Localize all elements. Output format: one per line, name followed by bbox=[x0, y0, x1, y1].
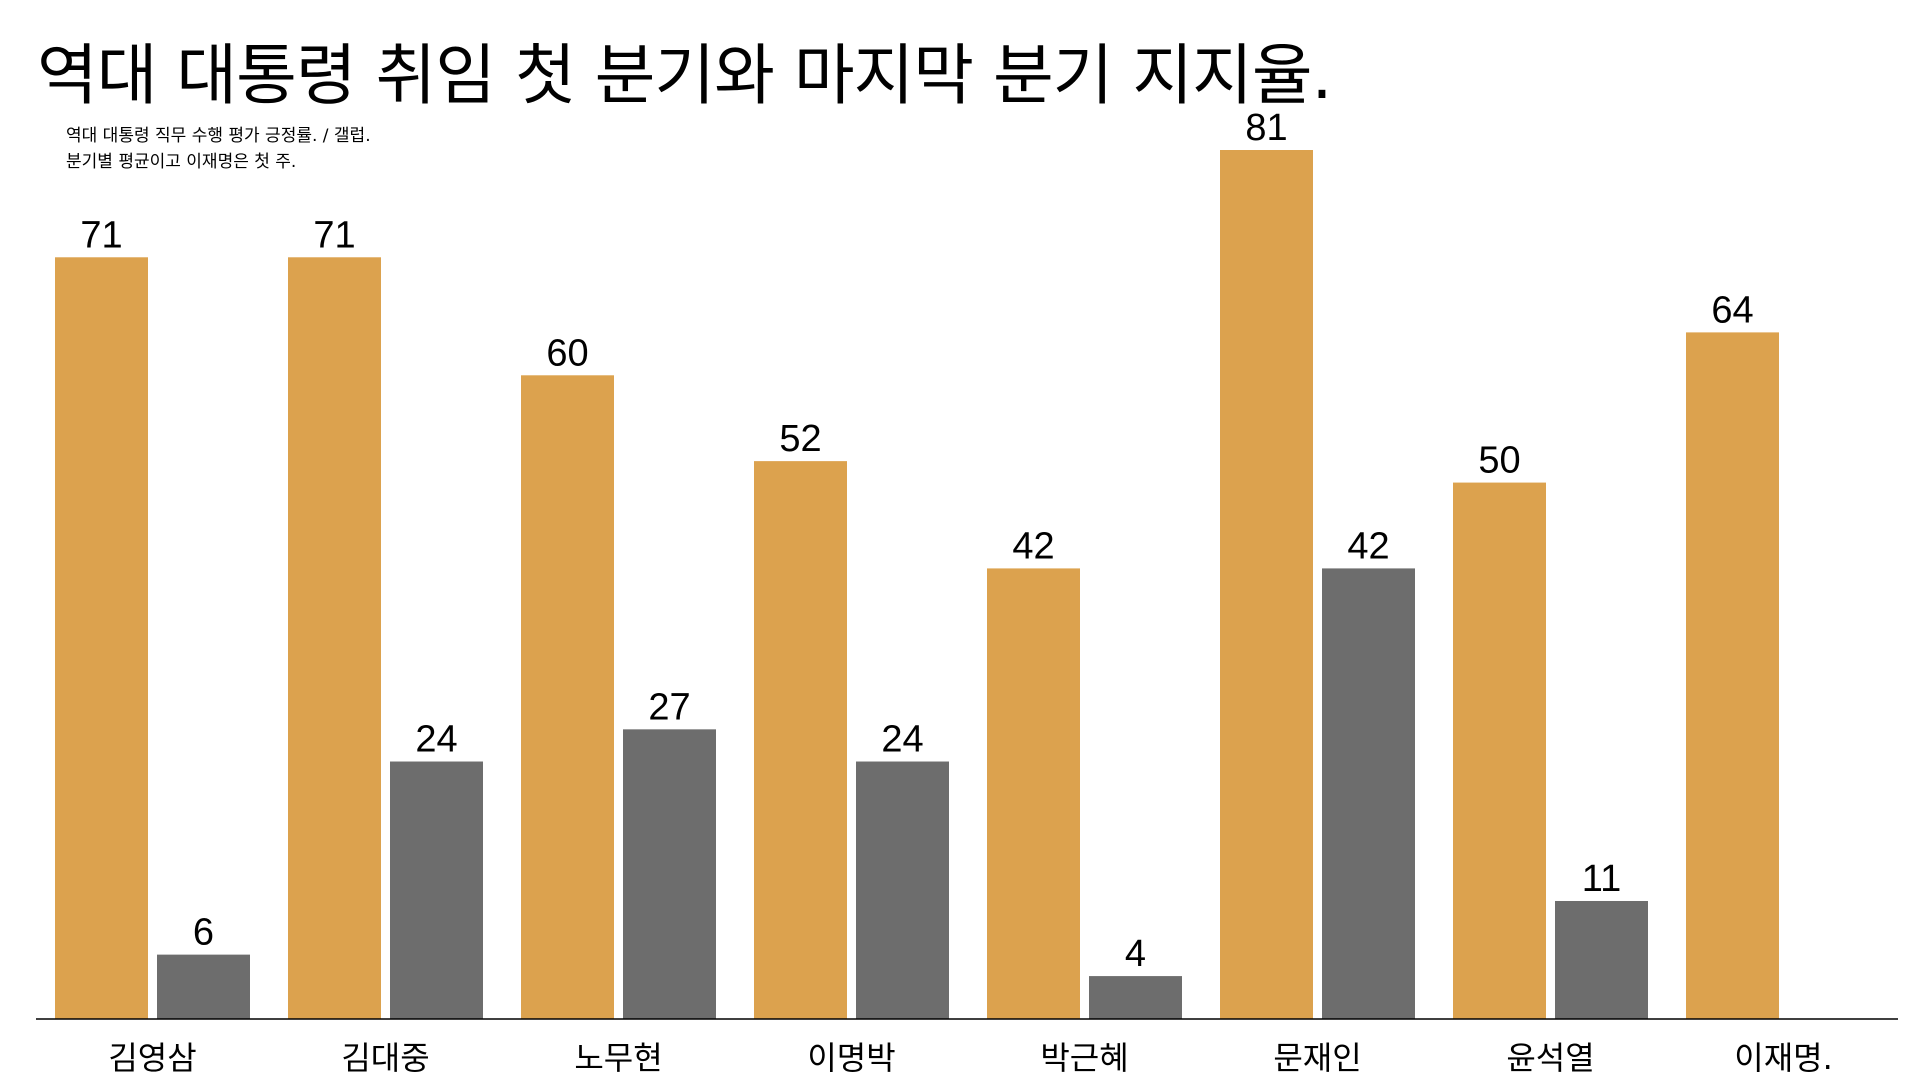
data-label-first-quarter-1: 71 bbox=[313, 214, 355, 256]
category-label-6: 윤석열 bbox=[1506, 1039, 1594, 1077]
category-label-4: 박근혜 bbox=[1040, 1039, 1128, 1077]
bar-first-quarter-5 bbox=[1220, 150, 1313, 1019]
bar-last-quarter-5 bbox=[1322, 568, 1415, 1019]
category-label-2: 노무현 bbox=[574, 1039, 662, 1077]
chart-subtitle-line-2: 분기별 평균이고 이재명은 첫 주. bbox=[66, 152, 297, 172]
bar-first-quarter-3 bbox=[754, 461, 847, 1020]
category-labels-group: 김영삼 김대중 노무현 이명박 박근혜 문재인 윤석열 이재명. bbox=[108, 1039, 1832, 1077]
bar-first-quarter-7 bbox=[1686, 332, 1779, 1020]
data-label-last-quarter-3: 24 bbox=[881, 719, 923, 761]
category-label-3: 이명박 bbox=[807, 1039, 895, 1077]
data-label-first-quarter-7: 64 bbox=[1711, 289, 1753, 331]
data-label-last-quarter-0: 6 bbox=[193, 912, 214, 954]
bar-last-quarter-4 bbox=[1089, 976, 1182, 1019]
category-label-1: 김대중 bbox=[341, 1039, 429, 1077]
data-label-last-quarter-5: 42 bbox=[1347, 525, 1389, 567]
data-label-last-quarter-1: 24 bbox=[415, 719, 457, 761]
data-label-first-quarter-2: 60 bbox=[546, 332, 588, 374]
data-label-first-quarter-6: 50 bbox=[1478, 440, 1520, 482]
bar-last-quarter-0 bbox=[157, 954, 250, 1019]
data-label-first-quarter-3: 52 bbox=[779, 418, 821, 460]
data-label-first-quarter-5: 81 bbox=[1245, 107, 1287, 149]
data-label-first-quarter-4: 42 bbox=[1012, 525, 1054, 567]
category-label-7: 이재명. bbox=[1734, 1039, 1833, 1077]
category-label-0: 김영삼 bbox=[108, 1039, 196, 1077]
bar-last-quarter-1 bbox=[390, 761, 483, 1019]
bar-first-quarter-6 bbox=[1453, 482, 1546, 1019]
bar-last-quarter-2 bbox=[623, 729, 716, 1019]
bar-last-quarter-6 bbox=[1555, 900, 1648, 1019]
bars-group: 71 6 71 24 60 27 52 24 42 4 81 42 50 11 64 bbox=[55, 107, 1779, 1020]
data-label-first-quarter-0: 71 bbox=[80, 214, 122, 256]
data-label-last-quarter-6: 11 bbox=[1582, 858, 1621, 900]
bar-first-quarter-0 bbox=[55, 257, 148, 1019]
bar-last-quarter-3 bbox=[856, 761, 949, 1019]
chart-subtitle-line-1: 역대 대통령 직무 수행 평가 긍정률. / 갤럽. bbox=[66, 126, 371, 146]
bar-first-quarter-4 bbox=[987, 568, 1080, 1019]
data-label-last-quarter-2: 27 bbox=[648, 686, 690, 728]
chart-title: 역대 대통령 취임 첫 분기와 마지막 분기 지지율. bbox=[37, 37, 1333, 114]
bar-first-quarter-2 bbox=[521, 375, 614, 1020]
data-label-last-quarter-4: 4 bbox=[1125, 933, 1146, 975]
category-label-5: 문재인 bbox=[1273, 1039, 1361, 1077]
bar-first-quarter-1 bbox=[288, 257, 381, 1019]
